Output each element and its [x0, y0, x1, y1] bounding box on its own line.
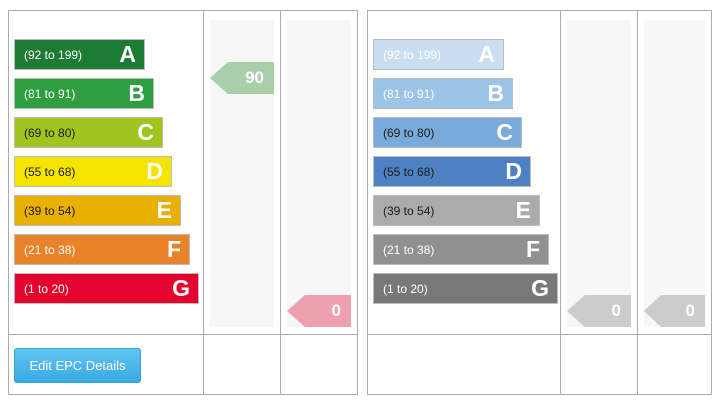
- band-range-label: (69 to 80): [24, 125, 76, 140]
- energy-rating-table: (92 to 199) A (81 to 91) B (69 to 80) C (55 to…: [8, 10, 358, 395]
- band-range-label: (69 to 80): [383, 125, 435, 140]
- rating-band-f: (21 to 38) F: [14, 234, 190, 265]
- rating-column-track: [567, 20, 631, 327]
- band-range-label: (92 to 199): [24, 47, 83, 62]
- rating-band-e: (39 to 54) E: [373, 195, 540, 226]
- band-range-label: (81 to 91): [383, 86, 435, 101]
- rating-column-track: [644, 20, 705, 327]
- band-letter: D: [146, 158, 163, 184]
- band-range-label: (21 to 38): [24, 242, 76, 257]
- rating-band-b: (81 to 91) B: [14, 78, 154, 109]
- band-letter: D: [505, 158, 522, 184]
- environmental-band-chart: (92 to 199) A (81 to 91) B (69 to 80) C (55 to…: [368, 11, 560, 334]
- band-range-label: (1 to 20): [24, 281, 69, 296]
- energy-current-column: 90: [203, 11, 280, 334]
- band-range-label: (1 to 20): [383, 281, 428, 296]
- rating-band-g: (1 to 20) G: [373, 273, 558, 304]
- band-letter: B: [487, 80, 504, 106]
- rating-band-f: (21 to 38) F: [373, 234, 549, 265]
- empty-cell: [637, 334, 711, 394]
- band-letter: B: [128, 80, 145, 106]
- rating-band-a: (92 to 199) A: [14, 39, 145, 70]
- band-range-label: (39 to 54): [383, 203, 435, 218]
- band-range-label: (92 to 199): [383, 47, 442, 62]
- rating-band-e: (39 to 54) E: [14, 195, 181, 226]
- band-range-label: (55 to 68): [383, 164, 435, 179]
- rating-band-a: (92 to 199) A: [373, 39, 504, 70]
- environmental-current-column: 0: [560, 11, 637, 334]
- band-range-label: (55 to 68): [24, 164, 76, 179]
- environmental-potential-column: 0: [637, 11, 711, 334]
- rating-column-track: [287, 20, 351, 327]
- energy-footer-cell: Edit EPC Details: [9, 334, 203, 394]
- empty-cell: [280, 334, 357, 394]
- band-range-label: (21 to 38): [383, 242, 435, 257]
- rating-band-g: (1 to 20) G: [14, 273, 199, 304]
- rating-band-b: (81 to 91) B: [373, 78, 513, 109]
- band-letter: F: [166, 236, 181, 262]
- environmental-rating-table: (92 to 199) A (81 to 91) B (69 to 80) C (55 to…: [367, 10, 712, 395]
- edit-epc-details-button[interactable]: Edit EPC Details: [14, 348, 141, 383]
- empty-cell: [560, 334, 637, 394]
- band-letter: C: [496, 119, 513, 145]
- band-range-label: (81 to 91): [24, 86, 76, 101]
- band-letter: G: [531, 275, 549, 301]
- rating-band-c: (69 to 80) C: [14, 117, 163, 148]
- energy-band-chart: (92 to 199) A (81 to 91) B (69 to 80) C (55 to…: [9, 11, 203, 334]
- energy-potential-column: 0: [280, 11, 357, 334]
- rating-band-d: (55 to 68) D: [14, 156, 172, 187]
- band-range-label: (39 to 54): [24, 203, 76, 218]
- band-letter: A: [119, 41, 136, 67]
- rating-band-d: (55 to 68) D: [373, 156, 531, 187]
- band-letter: E: [515, 197, 531, 223]
- band-letter: F: [525, 236, 540, 262]
- band-letter: E: [156, 197, 172, 223]
- empty-cell: [203, 334, 280, 394]
- band-letter: A: [478, 41, 495, 67]
- rating-band-c: (69 to 80) C: [373, 117, 522, 148]
- band-letter: C: [137, 119, 154, 145]
- band-letter: G: [172, 275, 190, 301]
- empty-cell: [368, 334, 560, 394]
